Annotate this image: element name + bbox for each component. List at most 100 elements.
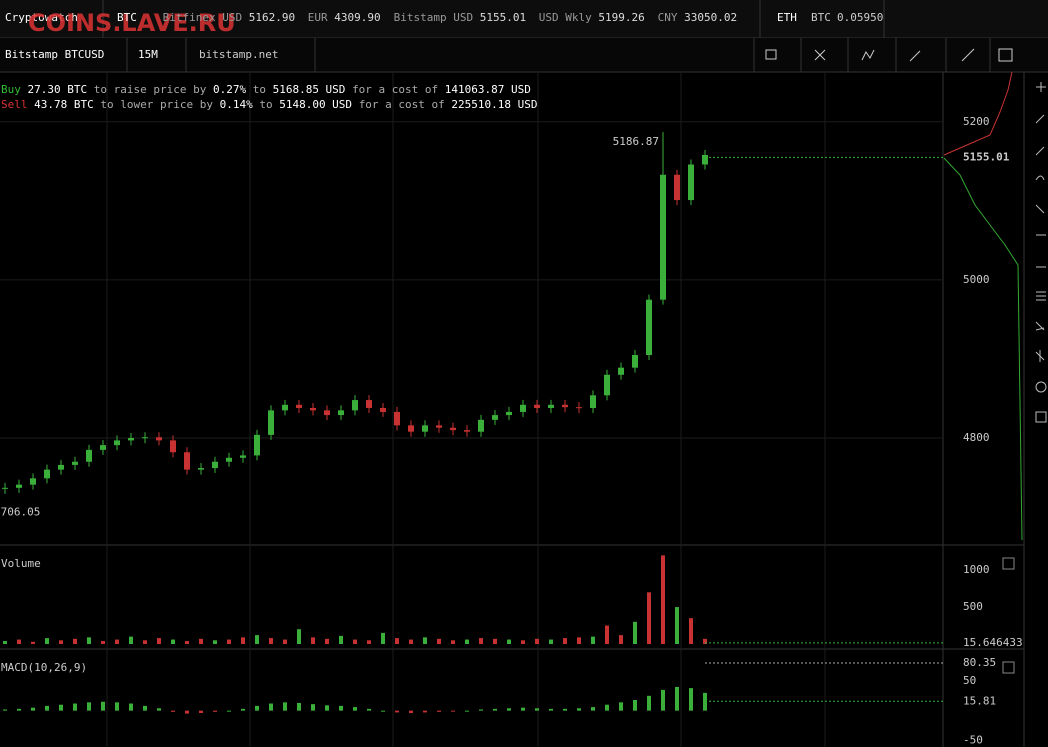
candle xyxy=(2,487,8,489)
y-tick-label: 4800 xyxy=(963,431,990,444)
text: for a cost of xyxy=(352,83,438,96)
bar xyxy=(143,705,147,711)
drawing-tools[interactable] xyxy=(1035,82,1047,423)
candle xyxy=(534,404,540,408)
bar xyxy=(451,710,455,712)
candle xyxy=(394,411,400,426)
bar xyxy=(31,707,35,711)
bar xyxy=(521,707,525,711)
bar xyxy=(507,639,511,644)
y-tick-label: 50 xyxy=(963,674,976,687)
bar xyxy=(311,637,315,644)
candle xyxy=(478,419,484,432)
bar xyxy=(283,639,287,644)
bar xyxy=(115,639,119,644)
bar xyxy=(297,702,301,711)
watermark: COINS.LAVE.RU xyxy=(28,9,236,37)
candle xyxy=(30,478,36,485)
bar xyxy=(353,639,357,644)
candle xyxy=(520,404,526,412)
bar xyxy=(549,708,553,711)
bar xyxy=(87,637,91,644)
exchange-link[interactable]: bitstamp.net xyxy=(199,48,278,61)
bar xyxy=(409,710,413,714)
candle xyxy=(128,438,134,441)
bar xyxy=(297,629,301,644)
candle xyxy=(632,355,638,368)
candle xyxy=(212,461,218,469)
ticker-name: Bitfinex USD xyxy=(163,11,242,24)
text: to raise price by xyxy=(94,83,207,96)
candle xyxy=(352,400,358,411)
bar xyxy=(283,702,287,711)
value-label: 80.35 xyxy=(963,656,996,669)
eth-tab[interactable]: ETH xyxy=(777,11,797,24)
brand[interactable]: Cryptowatch xyxy=(5,11,78,24)
interval-selector[interactable]: 15M xyxy=(138,48,158,61)
candle xyxy=(170,440,176,453)
candle xyxy=(268,410,274,435)
bar xyxy=(101,641,105,644)
top-bar xyxy=(0,0,1048,38)
bar xyxy=(227,710,231,712)
bar xyxy=(549,639,553,644)
panel-title: MACD(10,26,9) xyxy=(1,661,87,674)
bar xyxy=(339,635,343,644)
bar xyxy=(59,704,63,711)
candle xyxy=(16,484,22,488)
candle xyxy=(380,407,386,412)
bar xyxy=(255,705,259,711)
side: Sell xyxy=(1,98,28,111)
bar xyxy=(171,710,175,712)
bar xyxy=(213,640,217,644)
ticker-price: 4309.90 xyxy=(334,11,380,24)
candle xyxy=(604,374,610,396)
candle xyxy=(156,437,162,441)
bar xyxy=(605,625,609,644)
market-selector[interactable]: Bitstamp BTCUSD xyxy=(5,48,104,61)
bar xyxy=(325,638,329,644)
candle xyxy=(142,437,148,439)
ticker[interactable]: BTC xyxy=(117,11,137,24)
bar xyxy=(367,708,371,711)
bar xyxy=(619,635,623,644)
bar xyxy=(395,710,399,713)
bar xyxy=(437,710,441,712)
bar xyxy=(703,638,707,644)
vertical-grid xyxy=(106,72,826,747)
candle xyxy=(506,411,512,416)
text: to xyxy=(259,98,272,111)
bar xyxy=(661,555,665,644)
close-panel[interactable] xyxy=(1002,661,1015,674)
text: to lower price by xyxy=(100,98,213,111)
ticker[interactable]: Bitfinex USD 5162.90 xyxy=(163,11,295,24)
bar xyxy=(451,640,455,644)
bar xyxy=(157,708,161,711)
candle xyxy=(464,430,470,432)
bar xyxy=(437,638,441,644)
bar xyxy=(311,704,315,711)
depth-bids xyxy=(943,157,1023,541)
toolbar-icons[interactable] xyxy=(765,48,1013,62)
candle xyxy=(58,464,64,470)
candle xyxy=(590,395,596,408)
ticker[interactable]: USD Wkly 5199.26 xyxy=(539,11,645,24)
close-panel[interactable] xyxy=(1002,557,1015,570)
bar xyxy=(45,638,49,644)
candle xyxy=(282,404,288,411)
price: 5168.85 USD xyxy=(273,83,346,96)
toolbar xyxy=(0,38,1048,72)
bar xyxy=(605,704,609,711)
candle xyxy=(184,452,190,470)
price: 5148.00 USD xyxy=(279,98,352,111)
bar xyxy=(675,686,679,711)
candle xyxy=(492,415,498,420)
ticker[interactable]: CNY 33050.02 xyxy=(658,11,737,24)
ticker[interactable]: EUR 4309.90 xyxy=(308,11,381,24)
bar xyxy=(563,708,567,711)
bar xyxy=(535,708,539,711)
y-tick-label: 5200 xyxy=(963,115,990,128)
candle xyxy=(72,461,78,465)
ticker[interactable]: Bitstamp USD 5155.01 xyxy=(394,11,526,24)
